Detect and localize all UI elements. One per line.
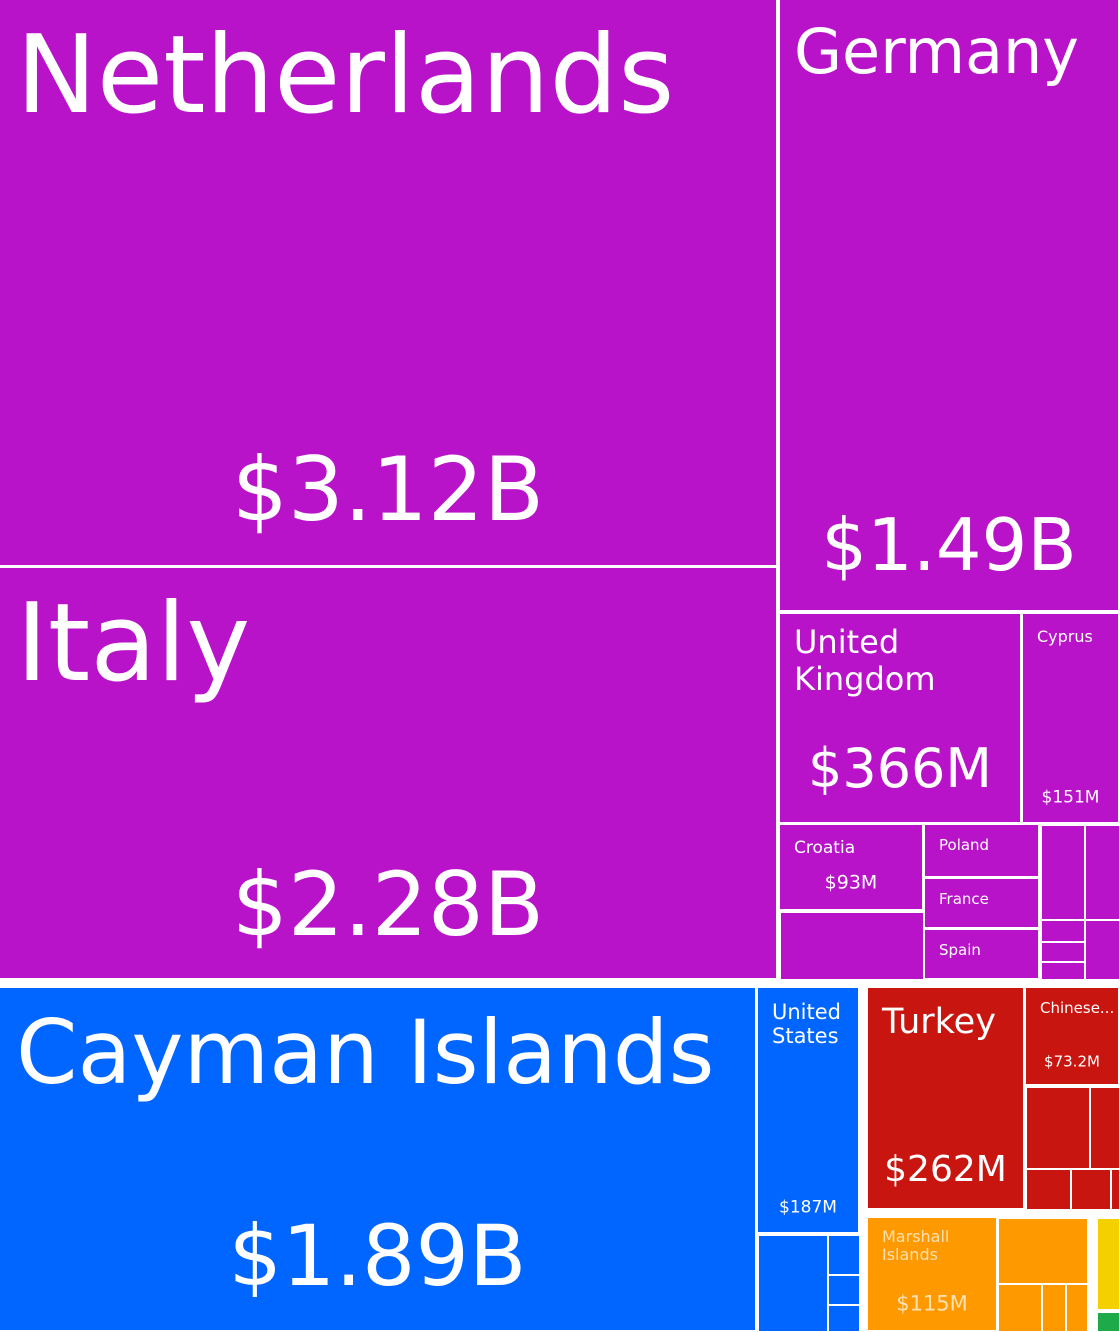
tile-label: France <box>939 890 989 908</box>
value-label: $73.2M <box>1044 1052 1100 1071</box>
tile: Italy $2.28B <box>0 568 776 978</box>
value-label: $151M <box>1041 787 1100 808</box>
tile <box>1097 1218 1120 1310</box>
tile <box>1026 1169 1071 1210</box>
tile <box>1071 1169 1111 1210</box>
tile <box>1090 1087 1120 1169</box>
tile: Chinese... $73.2M <box>1026 988 1118 1084</box>
tile: Spain <box>925 930 1038 978</box>
tile: Cyprus $151M <box>1023 614 1118 822</box>
tile <box>828 1305 860 1332</box>
tile <box>1041 962 1085 980</box>
tile-label: Cayman Islands <box>16 1001 715 1104</box>
tile: Marshall Islands $115M <box>868 1218 996 1330</box>
value-label: $1.49B <box>821 503 1077 587</box>
tile <box>828 1235 860 1275</box>
tile <box>758 1235 828 1332</box>
value-label: $115M <box>896 1291 968 1316</box>
tile: United States $187M <box>758 988 858 1232</box>
tile <box>1085 920 1120 980</box>
tile <box>780 912 924 980</box>
value-label: $93M <box>824 871 878 894</box>
tile <box>1097 1312 1120 1332</box>
tile <box>1042 1284 1066 1332</box>
tile: France <box>925 879 1038 927</box>
value-label: $262M <box>884 1149 1007 1190</box>
tile <box>998 1218 1088 1284</box>
tile: Poland <box>925 825 1038 876</box>
tile <box>1041 825 1085 920</box>
tile: Turkey $262M <box>868 988 1023 1208</box>
tile <box>998 1284 1042 1332</box>
tile: Netherlands $3.12B <box>0 0 776 565</box>
tile-label: Cyprus <box>1037 627 1093 646</box>
tile-label: Spain <box>939 941 981 959</box>
tile: Cayman Islands $1.89B <box>0 988 755 1330</box>
tile <box>1085 825 1120 920</box>
tile <box>1111 1169 1120 1210</box>
tile-label: Germany <box>794 15 1079 88</box>
value-label: $3.12B <box>231 438 545 541</box>
value-label: $366M <box>807 737 993 800</box>
tile: Germany $1.49B <box>780 0 1118 610</box>
tile <box>1041 920 1085 942</box>
tile-label: Croatia <box>794 838 856 858</box>
tile <box>1066 1284 1088 1332</box>
tile-label: Chinese... <box>1040 999 1115 1017</box>
value-label: $187M <box>779 1197 837 1218</box>
tile <box>1041 942 1085 962</box>
tile-label: Marshall Islands <box>882 1227 950 1265</box>
tile-label: United States <box>772 1000 841 1049</box>
value-label: $2.28B <box>231 853 545 956</box>
value-label: $1.89B <box>228 1207 527 1305</box>
tile <box>1026 1087 1090 1169</box>
tile: Croatia $93M <box>780 825 922 909</box>
tile-label: Poland <box>939 836 990 854</box>
tile: United Kingdom $366M <box>780 614 1020 822</box>
tile-label: Italy <box>16 581 251 706</box>
tile <box>828 1275 860 1305</box>
tile-label: United Kingdom <box>794 623 936 698</box>
tile-label: Turkey <box>882 1002 996 1042</box>
tile-label: Netherlands <box>16 13 675 138</box>
